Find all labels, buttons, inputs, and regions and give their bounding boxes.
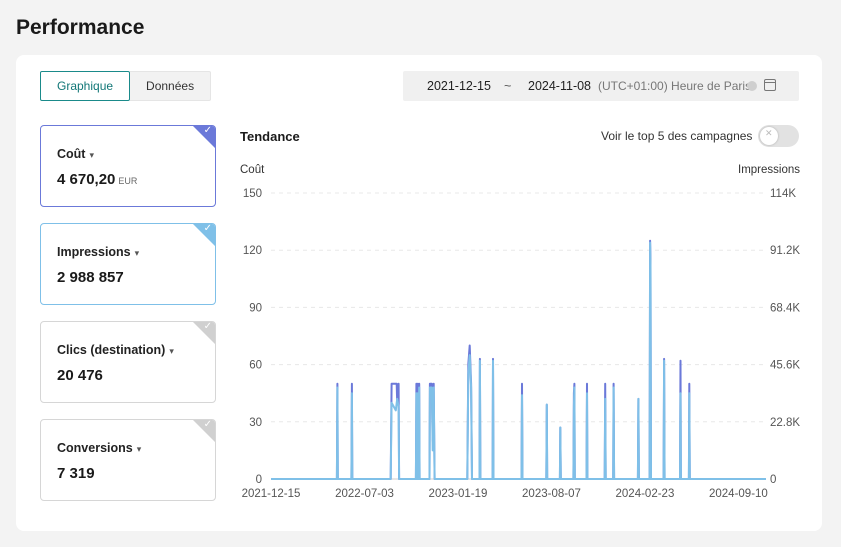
metric-value: 2 988 857 [57,269,124,286]
metric-value: 20 476 [57,367,103,384]
check-icon: ✓ [203,419,212,430]
check-icon: ✓ [203,125,212,136]
metric-card-impressions[interactable]: ✓ Impressions ▾ 2 988 857 [40,223,216,305]
y-axis-title-left: Coût [240,164,265,176]
x-tick-label: 2023-01-19 [429,488,488,500]
chevron-down-icon[interactable]: ▾ [134,249,140,259]
data-view-button[interactable]: Données [130,71,212,101]
trend-chart: 0 0 30 22.8K 60 45.6K 90 68.4K 120 91.2K 150 114K 20… [242,188,801,500]
top5-toggle[interactable] [758,125,799,147]
series-line-co-t [271,239,766,480]
metric-name: Conversions [57,441,133,455]
metric-name: Coût [57,147,86,161]
x-tick-label: 2022-07-03 [335,488,394,500]
timezone-label: (UTC+01:00) Heure de Paris [598,79,752,93]
calendar-icon[interactable] [764,79,776,91]
metric-value: 7 319 [57,465,95,482]
check-icon: ✓ [203,321,212,332]
y2-tick-label: 0 [770,474,776,486]
date-end[interactable]: 2024-11-08 [528,79,592,93]
y2-tick-label: 91.2K [770,245,800,257]
performance-card: Graphique Données 2021-12-15 ~ 2024-11-0… [16,55,822,531]
y-tick-label: 60 [249,360,262,372]
metric-value: 4 670,20 [57,171,116,188]
y-axis-title-right: Impressions [738,164,800,176]
selected-corner-icon [193,224,215,246]
page-title: Performance [16,16,145,39]
y-tick-label: 30 [249,417,262,429]
chevron-down-icon[interactable]: ▾ [89,151,94,161]
info-icon[interactable] [747,81,757,91]
date-separator: ~ [504,79,512,93]
y-tick-label: 90 [249,302,262,314]
chevron-down-icon[interactable]: ▾ [169,347,174,357]
metric-card-cost[interactable]: ✓ Coût ▾ 4 670,20 EUR [40,125,216,207]
metric-name: Impressions [57,245,131,259]
series-line-impressions [271,241,766,480]
x-tick-label: 2021-12-15 [242,488,301,500]
y2-tick-label: 114K [770,188,796,200]
top5-label: Voir le top 5 des campagnes [601,129,753,143]
date-range-picker[interactable]: 2021-12-15 ~ 2024-11-08 (UTC+01:00) Heur… [403,71,799,101]
check-icon: ✓ [203,223,212,234]
x-tick-label: 2023-08-07 [522,488,581,500]
x-tick-label: 2024-02-23 [616,488,675,500]
date-start[interactable]: 2021-12-15 [427,79,491,93]
metric-unit: EUR [118,176,138,186]
y2-tick-label: 68.4K [770,302,800,314]
chart-title: Tendance [240,129,300,144]
y-tick-label: 120 [243,245,262,257]
unselected-corner-icon [193,420,215,442]
selected-corner-icon [193,126,215,148]
y2-tick-label: 45.6K [770,360,800,372]
unselected-corner-icon [193,322,215,344]
chevron-down-icon[interactable]: ▾ [136,445,142,455]
toggle-knob [760,127,778,145]
y-tick-label: 0 [256,474,262,486]
metric-card-conversions[interactable]: ✓ Conversions ▾ 7 319 [40,419,216,501]
metric-card-clicks[interactable]: ✓ Clics (destination) ▾ 20 476 [40,321,216,403]
x-tick-label: 2024-09-10 [709,488,768,500]
y-tick-label: 150 [243,188,262,200]
y2-tick-label: 22.8K [770,417,800,429]
view-toggle: Graphique Données [40,71,212,101]
chart-view-button[interactable]: Graphique [40,71,131,101]
metric-name: Clics (destination) [57,343,166,357]
